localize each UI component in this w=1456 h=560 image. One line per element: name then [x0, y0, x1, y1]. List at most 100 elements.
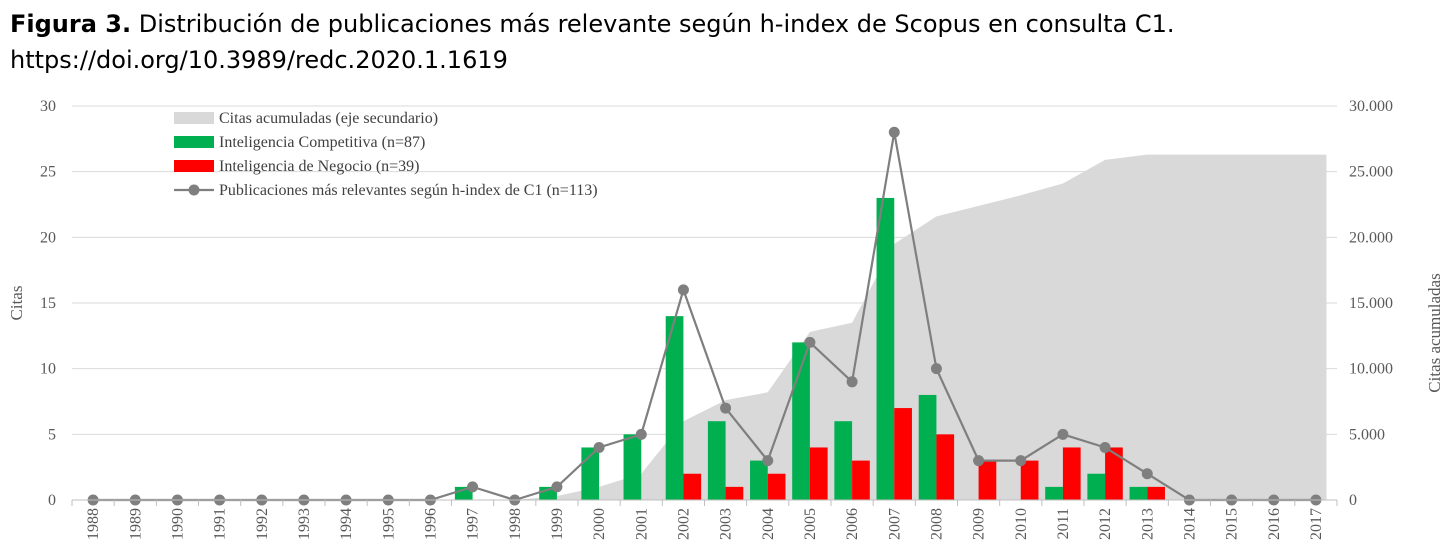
cumulative-area [72, 154, 1327, 501]
x-tick-label: 1999 [549, 508, 566, 540]
y-tick-label: 10 [40, 361, 56, 378]
legend-swatch-cumulative [174, 112, 214, 124]
bar-business-intelligence [683, 473, 702, 500]
bar-business-intelligence [809, 447, 828, 500]
y2-tick-label: 30.000 [1349, 98, 1393, 115]
legend-label: Inteligencia de Negocio (n=39) [219, 158, 420, 175]
x-tick-label: 2007 [886, 508, 903, 540]
y2-tick-label: 25.000 [1349, 164, 1393, 181]
relevant-publications-point [888, 126, 900, 138]
y-tick-label: 15 [40, 295, 56, 312]
bar-competitive-intelligence [750, 460, 768, 500]
legend-swatch-business [174, 160, 214, 172]
bar-competitive-intelligence [1045, 486, 1063, 500]
x-tick-label: 2008 [928, 508, 945, 540]
relevant-publications-point [593, 441, 605, 453]
x-tick-label: 1990 [169, 508, 186, 540]
relevant-publications-point [635, 428, 647, 440]
x-tick-label: 2015 [1224, 508, 1241, 540]
bar-business-intelligence [1062, 447, 1081, 500]
relevant-publications-point [1057, 428, 1069, 440]
x-tick-label: 2010 [1013, 508, 1030, 540]
legend-swatch-marker [188, 184, 200, 196]
y2-axis-title: Citas acumuladas [1425, 273, 1444, 392]
figure-doi: https://doi.org/10.3989/redc.2020.1.1619 [10, 46, 508, 74]
relevant-publications-point [467, 481, 479, 493]
bar-competitive-intelligence [1129, 486, 1148, 500]
x-tick-label: 2016 [1266, 508, 1283, 540]
y-tick-label: 20 [40, 229, 56, 246]
x-tick-label: 1995 [380, 508, 397, 540]
x-tick-label: 1991 [212, 508, 229, 540]
y2-tick-label: 5.000 [1349, 426, 1385, 443]
x-tick-label: 2005 [802, 508, 819, 540]
bar-business-intelligence [1105, 447, 1123, 500]
bar-business-intelligence [852, 460, 870, 500]
x-tick-label: 2013 [1139, 508, 1156, 540]
x-tick-label: 2004 [760, 508, 777, 540]
x-tick-label: 2017 [1308, 508, 1325, 540]
legend: Citas acumuladas (eje secundario) Intelig… [174, 110, 598, 199]
x-tick-label: 2014 [1181, 508, 1198, 540]
cumulative-citations-area [72, 154, 1327, 501]
y2-tick-label: 15.000 [1349, 295, 1393, 312]
bar-competitive-intelligence [1087, 473, 1106, 500]
relevant-publications-point [1141, 468, 1153, 480]
bar-competitive-intelligence [623, 434, 642, 500]
legend-label: Inteligencia Competitiva (n=87) [219, 134, 425, 151]
relevant-publications-point [973, 455, 985, 467]
y-axis-title: Citas [7, 286, 26, 321]
bar-business-intelligence [894, 408, 912, 500]
x-tick-label: 1988 [85, 508, 102, 540]
relevant-publications-point [720, 402, 732, 414]
x-tick-label: 2009 [971, 508, 988, 540]
relevant-publications-point [551, 481, 563, 493]
figure-label: Figura 3. [10, 10, 132, 38]
y2-tick-label: 20.000 [1349, 229, 1393, 246]
x-tick-label: 1997 [465, 508, 482, 540]
x-tick-label: 1992 [254, 508, 271, 540]
x-tick-label: 1994 [338, 508, 355, 540]
relevant-publications-point [804, 336, 816, 348]
x-tick-label: 1993 [296, 508, 313, 540]
relevant-publications-point [930, 363, 942, 375]
figure-title: Distribución de publicaciones más releva… [131, 10, 1175, 38]
bar-business-intelligence [767, 473, 786, 500]
x-tick-label: 1998 [507, 508, 524, 540]
x-tick-label: 2002 [675, 508, 692, 540]
y2-tick-label: 10.000 [1349, 361, 1393, 378]
x-tick-label: 1989 [127, 508, 144, 540]
relevant-publications-point [677, 284, 689, 296]
relevant-publications-point [846, 376, 858, 388]
relevant-publications-point [762, 455, 774, 467]
legend-label: Citas acumuladas (eje secundario) [219, 110, 438, 127]
x-tick-label: 2000 [591, 508, 608, 540]
x-tick-label: 2003 [718, 508, 735, 540]
relevant-publications-point [1099, 441, 1111, 453]
relevant-publications-point [1015, 455, 1027, 467]
figure-caption: Figura 3. Distribución de publicaciones … [10, 6, 1450, 78]
bar-competitive-intelligence [876, 197, 895, 500]
y-tick-label: 30 [40, 98, 56, 115]
bar-competitive-intelligence [707, 421, 726, 500]
x-tick-label: 1996 [422, 508, 439, 540]
bar-business-intelligence [978, 460, 997, 500]
y2-tick-label: 0 [1349, 492, 1357, 509]
legend-label: Publicaciones más relevantes según h-ind… [219, 182, 598, 199]
x-tick-label: 2011 [1055, 508, 1072, 539]
y-tick-label: 0 [48, 492, 56, 509]
x-tick-label: 2006 [844, 508, 861, 540]
axes: 0 0 5 5.000 10 10.000 15 15.000 20 20.000 25 25.000… [7, 98, 1444, 540]
bars [454, 197, 1165, 500]
legend-swatch-competitive [174, 136, 214, 148]
bar-business-intelligence [1020, 460, 1039, 500]
bar-competitive-intelligence [665, 316, 684, 500]
x-tick-label: 2012 [1097, 508, 1114, 540]
bar-business-intelligence [936, 434, 955, 500]
bar-business-intelligence [1147, 486, 1165, 500]
bar-competitive-intelligence [834, 421, 853, 500]
x-tick-label: 2001 [633, 508, 650, 540]
bar-business-intelligence [725, 486, 744, 500]
y-tick-label: 5 [48, 426, 56, 443]
